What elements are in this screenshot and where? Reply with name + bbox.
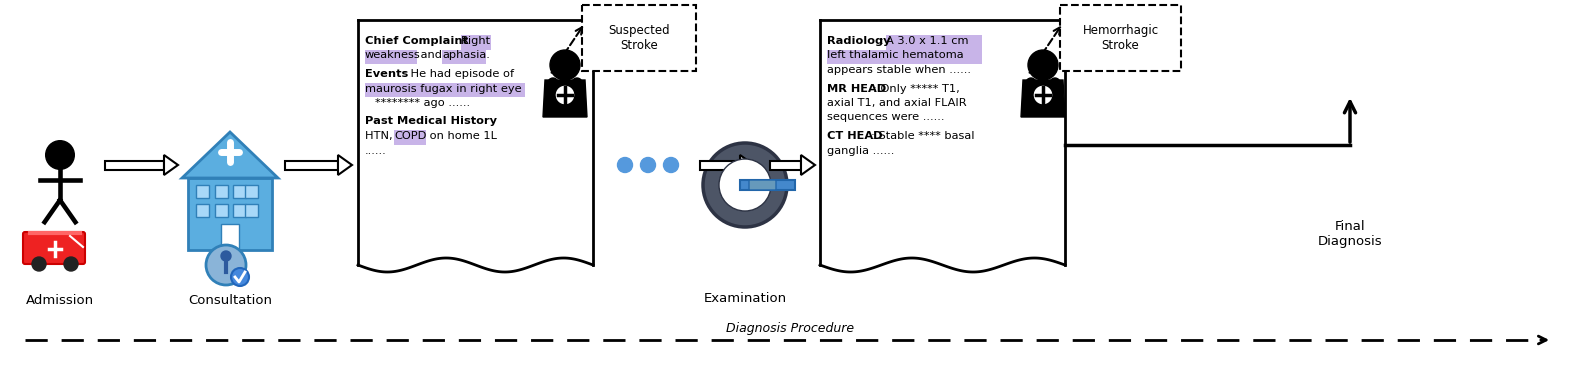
Text: weakness: weakness	[365, 51, 421, 60]
Circle shape	[720, 159, 772, 211]
Text: axial T1, and axial FLAIR: axial T1, and axial FLAIR	[827, 98, 967, 108]
Text: ******** ago ......: ******** ago ......	[376, 98, 470, 108]
Circle shape	[663, 157, 679, 173]
Polygon shape	[802, 155, 814, 175]
Text: Hemorrhagic
Stroke: Hemorrhagic Stroke	[1083, 24, 1158, 52]
Circle shape	[221, 251, 230, 261]
Text: HTN,: HTN,	[365, 131, 396, 141]
FancyBboxPatch shape	[740, 180, 795, 190]
FancyBboxPatch shape	[245, 185, 257, 198]
FancyBboxPatch shape	[196, 185, 208, 198]
Text: ......: ......	[365, 146, 387, 155]
Circle shape	[1034, 85, 1053, 105]
Text: :: :	[881, 36, 887, 46]
FancyBboxPatch shape	[234, 185, 246, 198]
FancyBboxPatch shape	[360, 21, 592, 274]
Polygon shape	[740, 155, 754, 175]
Text: on home 1L: on home 1L	[426, 131, 497, 141]
FancyBboxPatch shape	[442, 49, 486, 64]
FancyBboxPatch shape	[245, 204, 257, 217]
Polygon shape	[1021, 80, 1065, 117]
Circle shape	[46, 141, 74, 169]
FancyBboxPatch shape	[215, 204, 227, 217]
FancyBboxPatch shape	[582, 5, 696, 71]
Text: Consultation: Consultation	[188, 293, 271, 307]
Text: Past Medical History: Past Medical History	[365, 117, 497, 127]
FancyBboxPatch shape	[394, 130, 426, 144]
Text: appears stable when ......: appears stable when ......	[827, 65, 970, 75]
FancyBboxPatch shape	[461, 35, 491, 49]
Text: and: and	[417, 51, 445, 60]
FancyBboxPatch shape	[24, 232, 85, 264]
FancyBboxPatch shape	[215, 185, 227, 198]
Circle shape	[1027, 50, 1057, 80]
Circle shape	[704, 143, 787, 227]
Text: sequences were ......: sequences were ......	[827, 112, 945, 122]
FancyBboxPatch shape	[770, 160, 802, 169]
Circle shape	[571, 78, 582, 88]
Text: Admission: Admission	[25, 293, 95, 307]
Text: Examination: Examination	[704, 291, 786, 304]
Text: Radiology: Radiology	[827, 36, 890, 46]
FancyBboxPatch shape	[1060, 5, 1180, 71]
Circle shape	[1026, 78, 1037, 88]
Text: left thalamic hematoma: left thalamic hematoma	[827, 51, 964, 60]
Circle shape	[548, 78, 559, 88]
Text: COPD: COPD	[394, 131, 426, 141]
Polygon shape	[181, 132, 278, 178]
Text: : He had episode of: : He had episode of	[402, 69, 514, 79]
Circle shape	[555, 85, 574, 105]
FancyBboxPatch shape	[821, 21, 1064, 274]
Text: Diagnosis Procedure: Diagnosis Procedure	[726, 322, 854, 335]
Polygon shape	[164, 155, 178, 175]
Circle shape	[551, 50, 581, 80]
Circle shape	[65, 257, 77, 271]
Circle shape	[230, 268, 249, 286]
Text: Final
Diagnosis: Final Diagnosis	[1318, 220, 1382, 248]
Text: MR HEAD: MR HEAD	[827, 84, 887, 93]
Circle shape	[641, 157, 655, 173]
FancyBboxPatch shape	[106, 160, 164, 169]
FancyBboxPatch shape	[188, 178, 271, 250]
Text: A 3.0 x 1.1 cm: A 3.0 x 1.1 cm	[885, 36, 969, 46]
FancyBboxPatch shape	[365, 82, 525, 97]
Text: :: :	[473, 117, 477, 127]
FancyBboxPatch shape	[221, 224, 238, 250]
Text: ganglia ......: ganglia ......	[827, 146, 895, 155]
FancyBboxPatch shape	[365, 49, 417, 64]
FancyBboxPatch shape	[286, 160, 338, 169]
Text: Chief Complaint: Chief Complaint	[365, 36, 469, 46]
Text: : Only ***** T1,: : Only ***** T1,	[873, 84, 959, 93]
Circle shape	[207, 245, 246, 285]
Text: :: :	[454, 36, 462, 46]
Circle shape	[32, 257, 46, 271]
FancyBboxPatch shape	[234, 204, 246, 217]
FancyBboxPatch shape	[827, 49, 982, 64]
Circle shape	[617, 157, 633, 173]
Polygon shape	[338, 155, 352, 175]
Polygon shape	[543, 80, 587, 117]
FancyBboxPatch shape	[701, 160, 740, 169]
Text: : Stable **** basal: : Stable **** basal	[871, 131, 975, 141]
Text: Right: Right	[461, 36, 491, 46]
FancyBboxPatch shape	[750, 180, 776, 190]
Text: maurosis fugax in right eye: maurosis fugax in right eye	[365, 84, 522, 93]
Text: Events: Events	[365, 69, 409, 79]
Text: aphasia.: aphasia.	[442, 51, 489, 60]
Text: CT HEAD: CT HEAD	[827, 131, 882, 141]
Circle shape	[1049, 78, 1060, 88]
Text: Suspected
Stroke: Suspected Stroke	[608, 24, 669, 52]
FancyBboxPatch shape	[885, 35, 982, 49]
FancyBboxPatch shape	[196, 204, 208, 217]
